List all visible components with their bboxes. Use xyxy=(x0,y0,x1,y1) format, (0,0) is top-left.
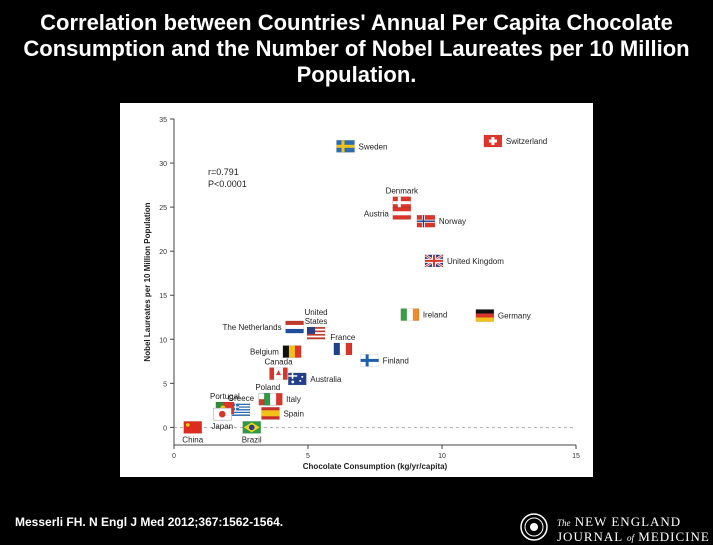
chart-panel: 0 5 10 15 20 25 30 35 0 5 10 15 Chocolate Consumptio… xyxy=(120,103,593,477)
flag-point-italy xyxy=(263,392,283,406)
point-label: Sweden xyxy=(359,142,388,151)
point-label: Canada xyxy=(265,358,294,367)
y-tick-label: 20 xyxy=(159,249,167,256)
journal-line2b: MEDICINE xyxy=(638,529,710,544)
journal-name: The NEW ENGLAND JOURNAL of MEDICINE xyxy=(557,515,710,545)
point-label: Ireland xyxy=(423,311,447,320)
y-tick-label: 25 xyxy=(159,205,167,212)
point-label: Denmark xyxy=(386,187,419,196)
point-label: Spain xyxy=(283,409,303,418)
flag-point-spain xyxy=(261,407,280,420)
flag-point-switzerland xyxy=(483,134,503,148)
flag-point-denmark xyxy=(392,196,412,209)
flag-point-finland xyxy=(360,354,379,367)
flag-point-china xyxy=(183,421,203,434)
point-label: Italy xyxy=(286,395,301,404)
flag-point-brazil xyxy=(242,421,261,434)
flag-point-greece xyxy=(231,403,251,417)
flag-point-usa xyxy=(306,326,326,340)
flag-point-belgium xyxy=(282,345,302,358)
point-label: United Kingdom xyxy=(447,257,504,266)
point-label: Switzerland xyxy=(506,137,547,146)
journal-of: of xyxy=(627,533,635,543)
x-tick-label: 10 xyxy=(438,453,446,460)
correlation-annotation: P<0.0001 xyxy=(208,179,247,189)
point-label: Greece xyxy=(228,394,255,403)
point-label: Germany xyxy=(498,311,531,320)
point-label: Australia xyxy=(310,375,342,384)
point-label: Japan xyxy=(211,422,233,431)
y-axis-label: Nobel Laureates per 10 Million Populatio… xyxy=(143,202,152,361)
point-label: Austria xyxy=(364,209,389,218)
journal-the: The xyxy=(557,518,571,528)
journal-line2a: JOURNAL xyxy=(557,529,623,544)
scatter-chart: 0 5 10 15 20 25 30 35 0 5 10 15 Chocolate Consumptio… xyxy=(143,117,580,471)
journal-seal-icon xyxy=(520,513,548,541)
flag-point-ireland xyxy=(400,308,420,321)
flag-point-uk xyxy=(424,253,444,268)
flag-point-canada xyxy=(269,367,288,380)
flag-point-australia xyxy=(288,372,307,386)
correlation-annotation: r=0.791 xyxy=(208,167,239,177)
x-axis-label: Chocolate Consumption (kg/yr/capita) xyxy=(303,462,448,471)
y-tick-label: 30 xyxy=(159,161,167,168)
x-tick-label: 15 xyxy=(572,453,580,460)
point-label: France xyxy=(330,333,355,342)
flag-point-france xyxy=(333,342,353,356)
flag-point-norway xyxy=(416,214,436,228)
y-tick-label: 35 xyxy=(159,117,167,124)
point-label: States xyxy=(305,317,328,326)
flag-point-germany xyxy=(475,309,495,322)
slide-title: Correlation between Countries' Annual Pe… xyxy=(23,10,690,87)
point-label: Finland xyxy=(383,356,409,365)
journal-line1: NEW ENGLAND xyxy=(574,514,682,529)
flag-point-netherlands xyxy=(285,320,304,334)
journal-logo: The NEW ENGLAND JOURNAL of MEDICINE xyxy=(520,513,710,545)
flag-point-austria xyxy=(392,207,412,220)
y-tick-label: 10 xyxy=(159,337,167,344)
point-label: Brazil xyxy=(242,435,262,444)
point-label: Norway xyxy=(439,217,466,226)
x-tick-label: 5 xyxy=(306,453,310,460)
y-tick-label: 15 xyxy=(159,293,167,300)
point-label: China xyxy=(182,435,203,444)
point-label: Poland xyxy=(255,383,280,392)
x-tick-label: 0 xyxy=(172,453,176,460)
point-label: Portugal xyxy=(210,392,240,401)
citation: Messerli FH. N Engl J Med 2012;367:1562-… xyxy=(15,515,284,529)
y-tick-label: 5 xyxy=(163,381,167,388)
point-label: Belgium xyxy=(250,348,279,357)
point-label: United xyxy=(304,308,327,317)
point-label: The Netherlands xyxy=(222,323,281,332)
flag-point-sweden xyxy=(336,140,355,153)
y-tick-label: 0 xyxy=(163,425,167,432)
flag-point-japan xyxy=(212,407,232,421)
